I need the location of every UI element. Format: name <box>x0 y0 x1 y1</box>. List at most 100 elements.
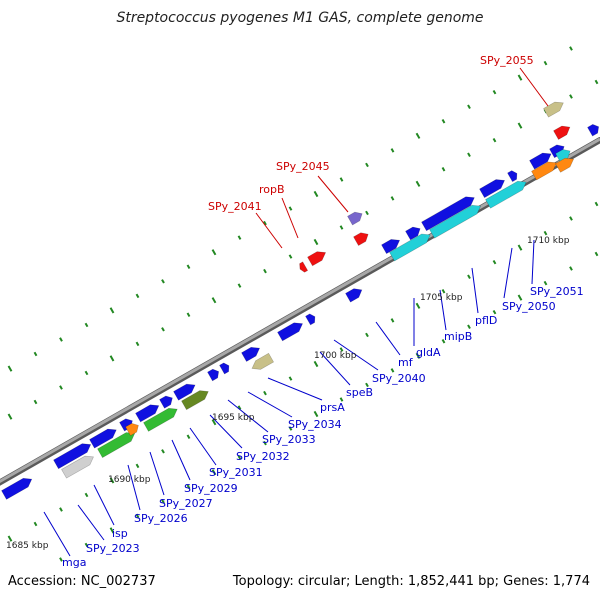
gene-arrow <box>219 362 230 375</box>
tick-mark <box>415 302 421 309</box>
gene-arrow <box>381 239 401 254</box>
scale-label-1685: 1685 kbp <box>6 541 49 551</box>
gene-label-spy2040: SPy_2040 <box>372 372 426 385</box>
tick-mark <box>313 238 319 246</box>
tick-mark <box>517 244 523 251</box>
leader-line <box>375 321 401 356</box>
tick-mark <box>467 324 471 329</box>
scale-label-1690: 1690 kbp <box>108 475 151 485</box>
gene-arrow <box>277 322 304 342</box>
tick-mark <box>161 449 165 454</box>
leader-line <box>267 377 323 401</box>
scale-label-1695: 1695 kbp <box>212 413 255 423</box>
leader-line <box>149 451 165 496</box>
gene-arrow <box>421 196 475 232</box>
tick-mark <box>161 499 165 504</box>
gene-arrow <box>529 152 552 170</box>
gene-label-isp: isp <box>112 527 128 540</box>
gene-arrow <box>353 232 369 246</box>
leader-line <box>209 414 243 449</box>
leader-line <box>519 67 549 107</box>
tick-mark <box>84 322 89 328</box>
tick-mark <box>441 289 446 294</box>
tick-mark <box>109 477 115 484</box>
tick-mark <box>467 274 471 279</box>
tick-mark <box>288 376 293 381</box>
leader-line <box>227 399 269 433</box>
gene-arrow <box>125 423 139 437</box>
gene-label-ropb: ropB <box>259 183 285 196</box>
tick-mark <box>7 535 13 542</box>
gene-arrow <box>61 455 94 479</box>
tick-mark <box>339 177 344 182</box>
gene-label-spy2051: SPy_2051 <box>530 285 584 298</box>
gene-arrow <box>305 313 316 326</box>
tick-mark <box>313 410 319 418</box>
leader-line <box>247 391 293 418</box>
tick-mark <box>543 280 548 286</box>
tick-mark <box>569 46 573 51</box>
tick-mark <box>7 365 13 372</box>
tick-mark <box>186 434 191 439</box>
tick-mark <box>161 279 165 284</box>
tick-mark <box>339 397 344 402</box>
gene-label-glda: gldA <box>416 346 441 359</box>
tick-mark <box>543 60 548 66</box>
tick-mark <box>59 557 63 562</box>
tick-mark <box>441 119 446 124</box>
gene-arrow <box>555 157 575 173</box>
leader-line <box>281 197 299 239</box>
tick-mark <box>135 293 140 299</box>
tick-mark <box>569 266 573 271</box>
tick-mark <box>441 167 446 172</box>
gene-label-mipb: mipB <box>444 330 472 343</box>
tick-mark <box>594 201 599 207</box>
tick-mark <box>492 89 497 95</box>
tick-mark <box>135 341 140 347</box>
tick-mark <box>109 527 115 534</box>
tick-mark <box>211 419 217 426</box>
tick-mark <box>263 440 267 446</box>
gene-label-mf: mf <box>398 356 414 369</box>
leader-line <box>503 247 513 299</box>
tick-mark <box>569 94 573 99</box>
gene-arrow <box>173 383 196 401</box>
gene-arrow <box>345 288 363 303</box>
gene-label-spy2033: SPy_2033 <box>262 433 316 446</box>
tick-mark <box>211 249 217 256</box>
tick-mark <box>543 230 548 236</box>
tick-mark <box>211 297 217 304</box>
tick-mark <box>415 352 421 359</box>
tick-mark <box>33 521 38 527</box>
tick-mark <box>237 235 242 240</box>
tick-mark <box>467 104 471 109</box>
leader-line <box>127 464 141 511</box>
tick-mark <box>33 399 38 405</box>
tick-mark <box>594 251 599 257</box>
leader-line <box>439 289 447 331</box>
tick-mark <box>288 426 293 431</box>
leader-line <box>255 212 283 249</box>
tick-mark <box>594 79 599 85</box>
tick-mark <box>415 132 421 139</box>
tick-mark <box>211 469 217 476</box>
gene-label-spy2050: SPy_2050 <box>502 300 556 313</box>
tick-mark <box>467 152 471 157</box>
gene-arrow <box>485 180 527 209</box>
tick-mark <box>135 463 140 469</box>
tick-mark <box>263 268 267 274</box>
tick-mark <box>263 390 267 396</box>
leader-line <box>471 267 479 314</box>
tick-mark <box>288 206 293 211</box>
tick-mark <box>390 196 395 201</box>
gene-label-spy2034: SPy_2034 <box>288 418 342 431</box>
gene-arrow <box>347 211 363 226</box>
gene-arrow <box>405 226 421 241</box>
gene-arrow <box>307 251 327 267</box>
gene-arrow <box>251 352 274 370</box>
leader-line <box>333 339 379 371</box>
leader-line <box>317 175 349 213</box>
gene-label-prsa: prsA <box>320 401 345 414</box>
genome-summary-text: Topology: circular; Length: 1,852,441 bp… <box>232 574 590 589</box>
gene-arrow <box>89 428 117 449</box>
